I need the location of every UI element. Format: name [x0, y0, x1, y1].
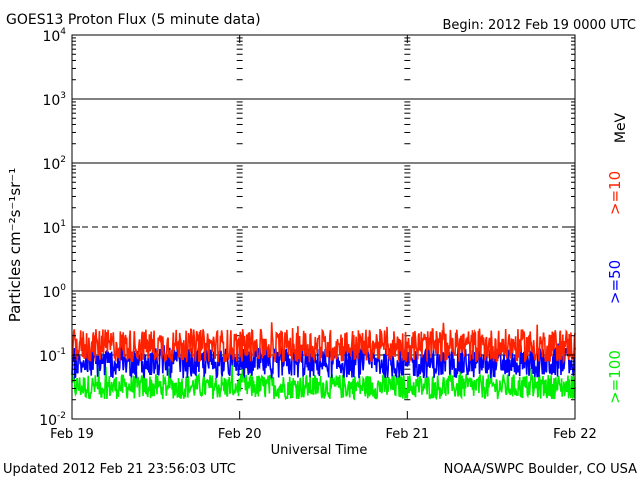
series-line	[71, 322, 576, 365]
y-tick-label: 10-2	[39, 411, 66, 429]
chart-title: GOES13 Proton Flux (5 minute data)	[6, 12, 261, 28]
tick-layer: 10-2 10-1 100 101 102 103 104 Feb 19 Feb 20 Feb 2…	[39, 27, 597, 442]
credit-label: NOAA/SWPC Boulder, CO USA	[444, 462, 637, 477]
x-tick-label: Feb 19	[50, 427, 94, 442]
legend-entry: >=10	[606, 171, 624, 215]
unit-label: MeV	[613, 112, 629, 143]
y-tick-label: 102	[42, 155, 66, 173]
series-line	[71, 342, 576, 380]
x-tick-label: Feb 20	[218, 427, 262, 442]
x-axis-label: Universal Time	[271, 443, 368, 458]
x-tick-label: Feb 22	[553, 427, 597, 442]
y-tick-label: 100	[42, 283, 66, 301]
y-tick-label: 104	[42, 27, 66, 45]
y-tick-label: 103	[42, 91, 66, 109]
y-axis-label: Particles cm⁻²s⁻¹sr⁻¹	[6, 168, 24, 322]
x-tick-label: Feb 21	[385, 427, 429, 442]
legend-entry: >=100	[606, 350, 624, 404]
y-tick-label: 10-1	[39, 347, 66, 365]
y-tick-label: 101	[42, 219, 66, 237]
updated-label: Updated 2012 Feb 21 23:56:03 UTC	[3, 462, 236, 477]
begin-time-label: Begin: 2012 Feb 19 0000 UTC	[442, 18, 636, 33]
legend-entry: >=50	[606, 260, 624, 304]
series-layer	[71, 322, 576, 401]
legend: >=10 >=50 >=100	[606, 171, 624, 404]
